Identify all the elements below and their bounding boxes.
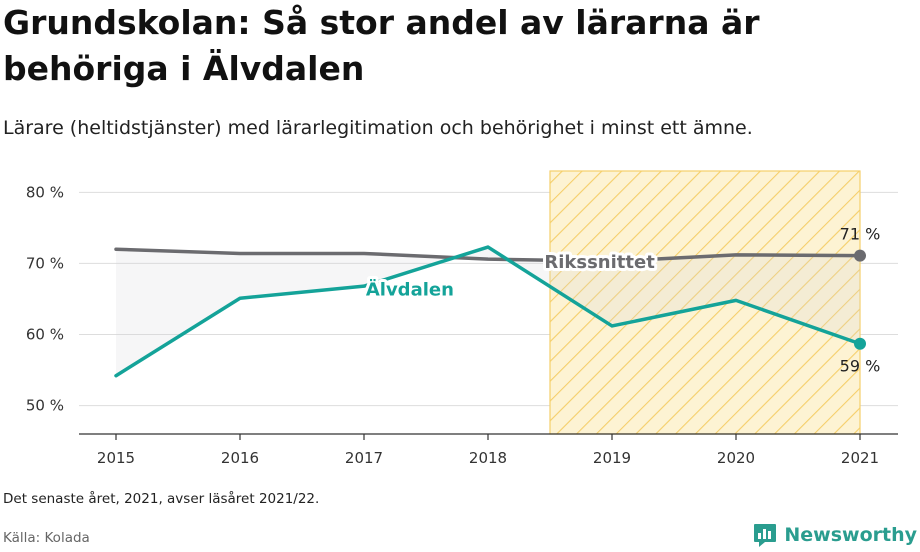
x-tick-label-2017: 2017 xyxy=(345,449,383,467)
x-tick-label-2018: 2018 xyxy=(469,449,507,467)
y-tick-label-60: 60 % xyxy=(26,325,64,343)
y-axis-tick-labels: 50 % 60 % 70 % 80 % xyxy=(26,183,64,414)
brand-name: Newsworthy xyxy=(784,524,917,546)
source-label: Källa: Kolada xyxy=(3,530,90,546)
chart-title: Grundskolan: Så stor andel av lärarna är… xyxy=(3,3,760,88)
brand-logo-group: Newsworthy xyxy=(752,520,917,550)
end-label-riksnittet: 71 % xyxy=(840,225,881,244)
series-label-riksnittet: Rikssnittet xyxy=(544,252,655,273)
end-label-alvdalen: 59 % xyxy=(840,357,881,376)
newsworthy-logo-icon xyxy=(754,524,777,547)
series-line-1 xyxy=(114,245,862,378)
x-tick-label-2021: 2021 xyxy=(841,449,879,467)
series-line-0 xyxy=(114,247,862,264)
x-axis xyxy=(79,433,898,440)
highlight-rect xyxy=(549,170,861,435)
series-label-alvdalen: Älvdalen xyxy=(366,278,454,300)
y-tick-label-80: 80 % xyxy=(26,183,64,201)
x-tick-label-2020: 2020 xyxy=(717,449,755,467)
series-lines xyxy=(114,245,866,378)
x-tick-label-2019: 2019 xyxy=(593,449,631,467)
x-axis-tick-labels: 2015 2016 2017 2018 2019 2020 2021 xyxy=(97,449,879,467)
highlight-region xyxy=(549,170,861,435)
end-point-0 xyxy=(854,249,866,262)
chart-subtitle: Lärare (heltidstjänster) med lärarlegiti… xyxy=(3,117,753,139)
footnote: Det senaste året, 2021, avser läsåret 20… xyxy=(3,491,320,507)
gap-area xyxy=(116,247,860,376)
gap-area-fill xyxy=(116,247,860,376)
end-point-1 xyxy=(854,337,866,350)
x-tick-label-2015: 2015 xyxy=(97,449,135,467)
y-tick-label-50: 50 % xyxy=(26,397,64,415)
x-tick-label-2016: 2016 xyxy=(221,449,259,467)
series-labels: Älvdalen Rikssnittet 71 % 59 % xyxy=(363,225,881,376)
y-tick-label-70: 70 % xyxy=(26,254,64,272)
